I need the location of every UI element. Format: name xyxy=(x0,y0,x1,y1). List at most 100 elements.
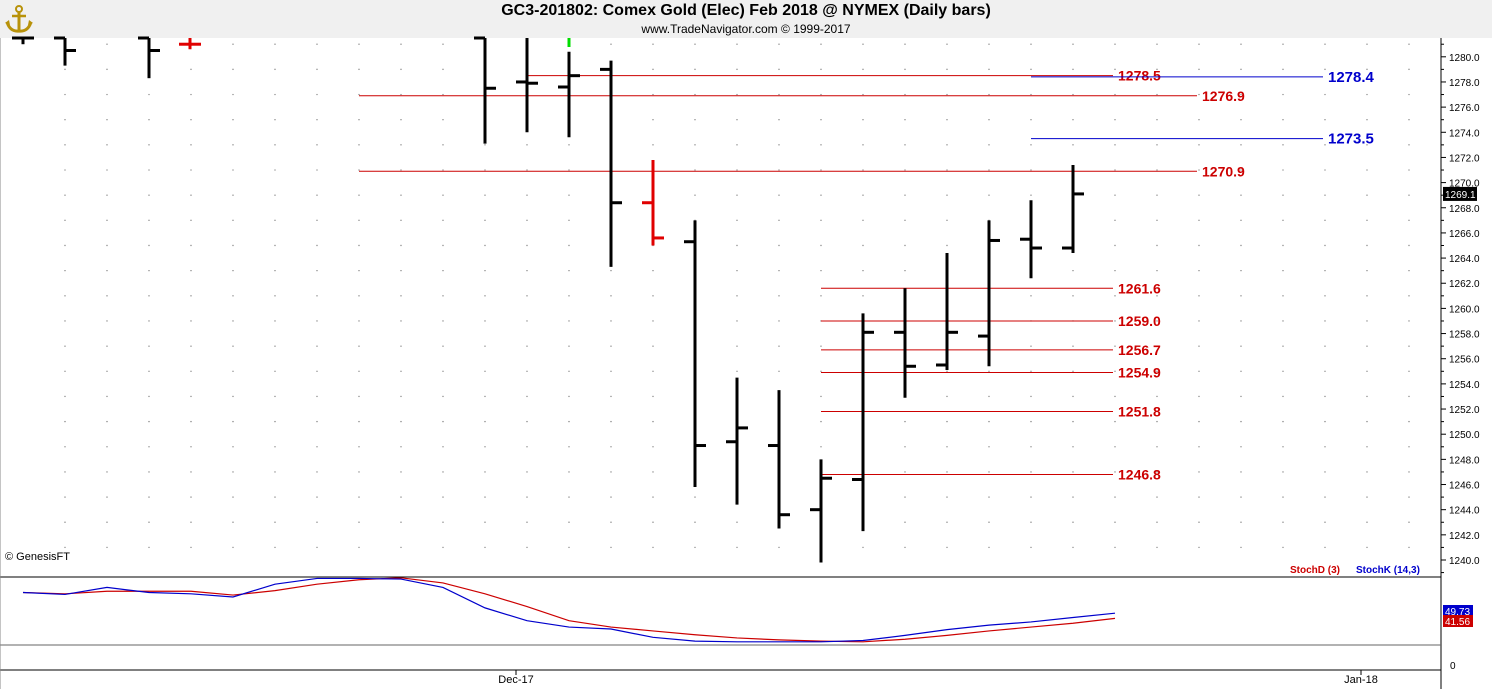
grid-dot xyxy=(736,93,738,96)
grid-dot xyxy=(400,269,402,272)
ohlc-bar[interactable] xyxy=(936,253,958,371)
grid-dot xyxy=(778,219,780,222)
ohlc-bar[interactable] xyxy=(1062,164,1084,254)
ohlc-bar[interactable] xyxy=(12,36,34,45)
grid-dot xyxy=(904,119,906,121)
y-tick-label: 1278.0 xyxy=(1449,78,1480,89)
ohlc-bar[interactable] xyxy=(558,51,580,138)
grid-dot xyxy=(568,496,570,498)
ohlc-bar[interactable] xyxy=(852,313,874,532)
grid-dot xyxy=(1114,194,1116,196)
grid-dot xyxy=(106,194,108,196)
grid-dot xyxy=(736,169,738,171)
ohlc-bar[interactable] xyxy=(726,377,748,505)
grid-dot xyxy=(274,68,276,71)
grid-dot xyxy=(862,144,864,146)
grid-dot xyxy=(652,43,654,45)
grid-dot xyxy=(610,345,612,347)
ohlc-bar[interactable] xyxy=(516,38,538,133)
grid-dot xyxy=(1282,68,1284,71)
grid-dot xyxy=(1408,219,1410,222)
grid-dot xyxy=(1240,93,1242,96)
grid-dot xyxy=(610,546,612,549)
grid-dot xyxy=(1156,144,1158,146)
grid-dot xyxy=(64,370,66,372)
grid-dot xyxy=(64,345,66,347)
grid-dot xyxy=(400,93,402,96)
ohlc-bar[interactable] xyxy=(1020,200,1042,279)
grid-dot xyxy=(1366,546,1368,549)
grid-dot xyxy=(232,420,234,423)
grid-dot xyxy=(64,395,66,398)
grid-dot xyxy=(1198,471,1200,473)
ohlc-bar[interactable] xyxy=(768,390,790,529)
grid-dot xyxy=(820,43,822,45)
ohlc-bar[interactable] xyxy=(642,159,664,246)
grid-dot xyxy=(1408,320,1410,322)
grid-dot xyxy=(1114,169,1116,171)
grid-dot xyxy=(358,144,360,146)
grid-dot xyxy=(820,420,822,423)
grid-dot xyxy=(1324,446,1326,448)
grid-dot xyxy=(148,345,150,347)
grid-dot xyxy=(610,395,612,398)
grid-dot xyxy=(232,345,234,347)
grid-dot xyxy=(400,244,402,247)
grid-dot xyxy=(1030,420,1032,423)
grid-dot xyxy=(106,496,108,498)
grid-dot xyxy=(1198,194,1200,196)
grid-dot xyxy=(358,194,360,196)
grid-dot xyxy=(1240,395,1242,398)
grid-dot xyxy=(1198,370,1200,372)
grid-dot xyxy=(106,420,108,423)
support-resistance-levels: 1278.5 1276.9 1270.9 1261.6 1259.0 1256.7 1254… xyxy=(359,68,1375,482)
grid-dot xyxy=(316,546,318,549)
grid-dot xyxy=(442,446,444,448)
grid-dot xyxy=(1114,496,1116,498)
grid-dot xyxy=(568,345,570,347)
ohlc-bar[interactable] xyxy=(978,220,1000,367)
grid-dot xyxy=(64,320,66,322)
grid-dot xyxy=(316,471,318,473)
grid-dot xyxy=(232,446,234,448)
grid-dot xyxy=(694,169,696,171)
ohlc-bar[interactable] xyxy=(54,36,76,66)
price-bars[interactable] xyxy=(12,36,1084,563)
grid-dot xyxy=(400,194,402,196)
y-tick-label: 1272.0 xyxy=(1449,153,1480,164)
ohlc-bar[interactable] xyxy=(138,36,160,79)
grid-dot xyxy=(694,43,696,45)
ohlc-bar[interactable] xyxy=(894,288,916,398)
grid-dot xyxy=(358,471,360,473)
grid-dot xyxy=(316,119,318,121)
grid-dot xyxy=(148,219,150,222)
grid-dot xyxy=(1408,68,1410,71)
grid-dot xyxy=(1282,546,1284,549)
ohlc-bar[interactable] xyxy=(810,459,832,563)
grid-dot xyxy=(694,93,696,96)
grid-dot xyxy=(1072,420,1074,423)
grid-dot xyxy=(484,395,486,398)
grid-dot xyxy=(1156,521,1158,523)
grid-dot xyxy=(736,546,738,549)
grid-dot xyxy=(1324,269,1326,272)
grid-dot xyxy=(820,446,822,448)
y-tick-label: 1262.0 xyxy=(1449,279,1480,290)
ohlc-bar[interactable] xyxy=(684,220,706,488)
grid-dot xyxy=(358,546,360,549)
grid-dot xyxy=(1030,345,1032,347)
grid-dot xyxy=(1240,546,1242,549)
grid-dot xyxy=(232,194,234,196)
last-price-label: 1269.1 xyxy=(1445,190,1476,201)
grid-dot xyxy=(274,395,276,398)
ohlc-bar[interactable] xyxy=(600,60,622,267)
grid-dot xyxy=(610,269,612,272)
grid-dot xyxy=(1198,219,1200,222)
grid-dot xyxy=(1282,219,1284,222)
grid-dot xyxy=(988,521,990,523)
ohlc-bar[interactable] xyxy=(179,38,201,50)
grid-dot xyxy=(736,43,738,45)
grid-dot xyxy=(106,295,108,297)
ohlc-bar[interactable] xyxy=(474,36,496,144)
